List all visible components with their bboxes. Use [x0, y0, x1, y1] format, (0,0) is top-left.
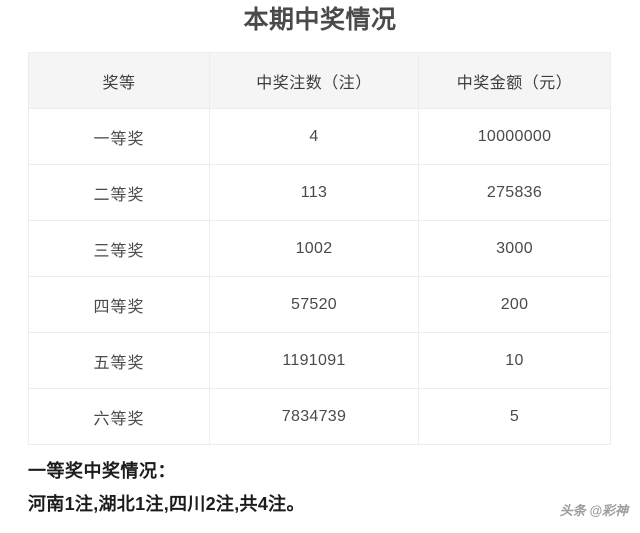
table-row: 四等奖 57520 200 [28, 276, 611, 333]
cell-amount: 275836 [418, 164, 611, 221]
cell-count: 4 [209, 108, 419, 165]
cell-grade: 四等奖 [28, 276, 210, 333]
cell-count: 1191091 [209, 332, 419, 389]
cell-count: 7834739 [209, 388, 419, 445]
cell-count: 57520 [209, 276, 419, 333]
cell-grade: 一等奖 [28, 108, 210, 165]
table-row: 六等奖 7834739 5 [28, 388, 611, 445]
cell-grade: 二等奖 [28, 164, 210, 221]
watermark: 头条 @彩神 [559, 503, 628, 518]
first-prize-notes-detail: 河南1注,湖北1注,四川2注,共4注。 [28, 494, 305, 514]
table-body: 一等奖 4 10000000 二等奖 113 275836 三等奖 1002 3… [28, 108, 611, 445]
cell-amount: 10 [418, 332, 611, 389]
table-header-row: 奖等 中奖注数（注） 中奖金额（元） [28, 52, 611, 109]
table-row: 一等奖 4 10000000 [28, 108, 611, 165]
table-row: 五等奖 1191091 10 [28, 332, 611, 389]
cell-count: 1002 [209, 220, 419, 277]
cell-grade: 五等奖 [28, 332, 210, 389]
table-header: 奖等 中奖注数（注） 中奖金额（元） [28, 52, 611, 109]
cell-grade: 六等奖 [28, 388, 210, 445]
cell-amount: 3000 [418, 220, 611, 277]
first-prize-notes: 一等奖中奖情况： 河南1注,湖北1注,四川2注,共4注。 [28, 455, 548, 521]
cell-amount: 200 [418, 276, 611, 333]
column-header-amount: 中奖金额（元） [418, 52, 611, 109]
column-header-grade: 奖等 [28, 52, 210, 109]
page-title: 本期中奖情况 [243, 6, 397, 34]
column-header-count: 中奖注数（注） [209, 52, 419, 109]
table-row: 三等奖 1002 3000 [28, 220, 611, 277]
prize-results-table: 奖等 中奖注数（注） 中奖金额（元） 一等奖 4 10000000 二等奖 11… [28, 52, 611, 445]
cell-amount: 5 [418, 388, 611, 445]
table-row: 二等奖 113 275836 [28, 164, 611, 221]
cell-amount: 10000000 [418, 108, 611, 165]
cell-grade: 三等奖 [28, 220, 210, 277]
first-prize-notes-heading: 一等奖中奖情况： [28, 461, 176, 481]
cell-count: 113 [209, 164, 419, 221]
